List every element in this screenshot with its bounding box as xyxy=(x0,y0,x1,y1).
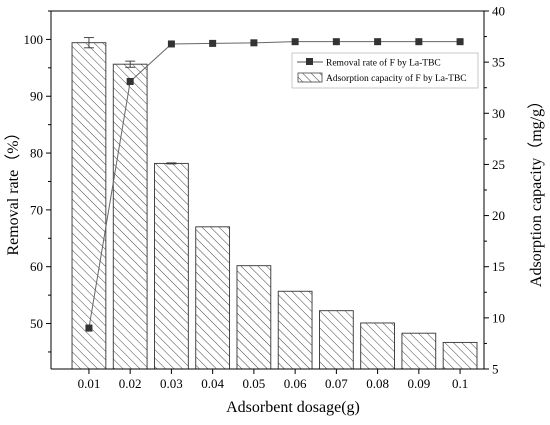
x-tick-label-0.05: 0.05 xyxy=(243,376,266,391)
y-right-tick-label-35: 35 xyxy=(492,55,505,70)
point-0.09 xyxy=(415,38,423,46)
y-left-tick-label-90: 90 xyxy=(30,89,43,104)
point-0.08 xyxy=(374,38,382,46)
legend-label-removal-rate: Removal rate of F by La-TBC xyxy=(326,58,441,69)
x-tick-label-0.09: 0.09 xyxy=(407,376,430,391)
y-left-tick-label-50: 50 xyxy=(30,316,43,331)
y-right-tick-label-15: 15 xyxy=(492,259,505,274)
x-tick-label-0.1: 0.1 xyxy=(452,376,468,391)
point-0.01 xyxy=(85,324,93,332)
bar-0.07 xyxy=(319,310,354,370)
y-right-tick-label-30: 30 xyxy=(492,106,505,121)
x-tick-label-0.03: 0.03 xyxy=(160,376,183,391)
legend-frame xyxy=(291,52,479,89)
x-tick-label-0.08: 0.08 xyxy=(366,376,389,391)
point-0.05 xyxy=(250,39,258,47)
y-left-tick-label-100: 100 xyxy=(24,32,44,47)
bar-0.08 xyxy=(360,322,395,370)
x-axis-title: Adsorbent dosage(g) xyxy=(226,399,360,416)
y-right-tick-label-20: 20 xyxy=(492,208,505,223)
bar-0.04 xyxy=(195,226,231,370)
point-0.02 xyxy=(126,77,134,85)
x-tick-label-0.06: 0.06 xyxy=(284,376,307,391)
bar-0.01 xyxy=(71,42,107,370)
bar-0.03 xyxy=(154,162,189,370)
x-tick-label-0.02: 0.02 xyxy=(119,376,142,391)
y-axis-left-title: Removal rate（%） xyxy=(4,124,22,255)
y-left-tick-label-70: 70 xyxy=(30,202,43,217)
y-axis-right-title: Adsorption capacity（mg/g） xyxy=(527,93,545,287)
bar-0.1 xyxy=(442,341,478,370)
x-tick-label-0.07: 0.07 xyxy=(325,376,348,391)
legend: Removal rate of F by La-TBC Adsorption c… xyxy=(291,52,479,89)
point-0.07 xyxy=(332,38,340,46)
bar-0.06 xyxy=(277,290,313,370)
legend-line-marker xyxy=(306,58,313,65)
y-left-tick-label-80: 80 xyxy=(30,146,43,161)
bar-0.09 xyxy=(401,332,437,370)
y-right-tick-label-5: 5 xyxy=(492,362,499,377)
point-0.04 xyxy=(209,39,217,47)
point-0.1 xyxy=(456,38,464,46)
y-right-tick-label-40: 40 xyxy=(492,4,505,19)
point-0.06 xyxy=(291,38,299,46)
x-tick-label-0.01: 0.01 xyxy=(78,376,101,391)
y-right-tick-label-10: 10 xyxy=(492,310,505,325)
y-left-tick-label-60: 60 xyxy=(30,259,43,274)
y-right-tick-label-25: 25 xyxy=(492,157,505,172)
bar-0.05 xyxy=(236,265,272,370)
legend-label-adsorption-capacity: Adsorption capacity of F by La-TBC xyxy=(326,73,467,84)
bar-0.02 xyxy=(112,63,148,370)
point-0.03 xyxy=(167,40,175,48)
legend-bar-swatch xyxy=(297,72,323,83)
x-tick-label-0.04: 0.04 xyxy=(201,376,224,391)
removal-rate-line xyxy=(88,41,461,329)
